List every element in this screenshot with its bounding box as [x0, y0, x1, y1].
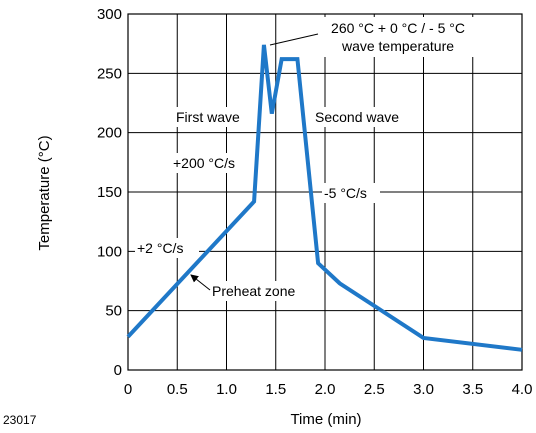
annotation-rate-minus5: -5 °C/s — [324, 185, 367, 201]
y-tick-label: 100 — [97, 243, 122, 260]
y-tick-label: 200 — [97, 125, 122, 142]
x-tick-label: 4.0 — [512, 381, 533, 398]
x-tick-label: 2.5 — [364, 381, 385, 398]
annotations: 260 °C + 0 °C / - 5 °C wave temperature … — [135, 17, 482, 301]
x-axis-label: Time (min) — [290, 411, 361, 428]
annotation-preheat-arrow — [190, 274, 211, 291]
y-tick-label: 50 — [105, 303, 122, 320]
annotation-peak-line1: 260 °C + 0 °C / - 5 °C — [331, 20, 465, 36]
x-tick-label: 1.5 — [265, 381, 286, 398]
figure-id: 23017 — [3, 413, 37, 427]
x-tick-label: 2.0 — [315, 381, 336, 398]
x-tick-label: 0.5 — [167, 381, 188, 398]
annotation-rate-plus200: +200 °C/s — [173, 155, 235, 171]
x-tick-label: 0 — [124, 381, 132, 398]
annotation-peak-line2: wave temperature — [341, 38, 454, 54]
x-tick-label: 3.0 — [413, 381, 434, 398]
y-axis-label: Temperature (°C) — [36, 135, 53, 250]
data-points — [127, 44, 523, 350]
axis-ticks: 0 0.5 1.0 1.5 2.0 2.5 3.0 3.5 4.0 0 50 100 150 200 250… — [97, 6, 532, 398]
x-tick-label: 3.5 — [462, 381, 483, 398]
y-tick-label: 300 — [97, 6, 122, 23]
annotation-preheat-zone: Preheat zone — [212, 283, 295, 299]
y-tick-label: 250 — [97, 65, 122, 82]
annotation-rate-plus2: +2 °C/s — [137, 240, 183, 256]
y-tick-label: 0 — [114, 362, 122, 379]
x-tick-label: 1.0 — [216, 381, 237, 398]
y-tick-label: 150 — [97, 184, 122, 201]
plot-frame — [127, 13, 523, 371]
temperature-profile-line — [126, 44, 523, 352]
annotation-second-wave: Second wave — [315, 109, 399, 125]
annotation-peak-leader — [269, 33, 319, 46]
annotation-first-wave: First wave — [176, 109, 240, 125]
